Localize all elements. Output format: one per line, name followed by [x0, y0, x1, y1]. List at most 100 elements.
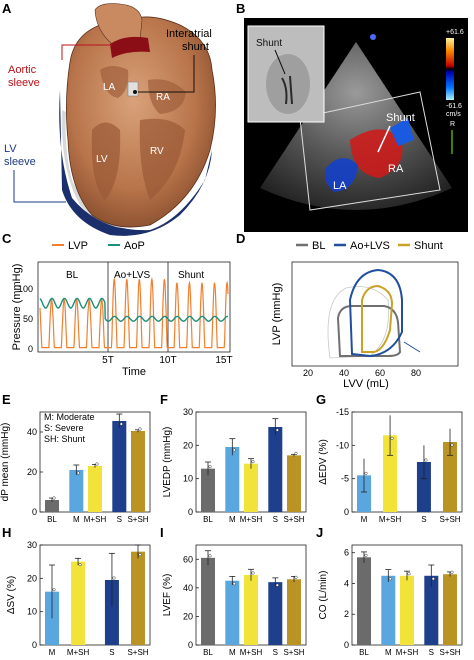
scale-marker-label: R	[450, 121, 455, 128]
label-shunt-line1: Interatrial	[166, 28, 212, 40]
ytick-e-2: 40	[27, 427, 37, 437]
aop-trace	[39, 297, 229, 322]
e-legend-shunt: SH: Shunt	[44, 434, 86, 444]
pv-loop-bl	[336, 305, 402, 357]
xtick-g-2: S	[421, 515, 426, 524]
panel-letter-i: I	[160, 525, 164, 540]
datapoint-j-3	[431, 577, 435, 581]
datapoint-f-0	[208, 465, 212, 469]
axes-h	[39, 544, 151, 646]
datapoint-i-3	[275, 583, 279, 587]
datapoint-e-3	[119, 422, 123, 426]
panel-h: H 0 10 20 30 ΔSV (%) M M+SH S S+SH	[2, 525, 151, 657]
xlabel-c: Time	[122, 366, 146, 378]
probe-marker	[370, 34, 376, 40]
label-lv-sleeve-line1: LV	[4, 143, 17, 155]
xtick-j-2: M+SH	[396, 648, 419, 657]
doppler-box	[299, 91, 441, 211]
datapoint-h-0	[52, 588, 56, 592]
fluoro-device	[281, 75, 293, 105]
bar-chart-e: 0 20 40 dP mean (mmHg) BL M M+SH S S+SH	[0, 411, 151, 524]
pv-arrow	[403, 341, 421, 353]
xlabel-d: LVV (mL)	[343, 378, 389, 390]
xtick-h-3: S+SH	[127, 648, 148, 657]
xtick-i-1: M	[229, 648, 236, 657]
ytick-e-0: 0	[32, 507, 37, 517]
chamber-label-la: LA	[103, 82, 116, 93]
fluoro-shade	[266, 54, 310, 114]
ytick-j-1: 2	[344, 609, 349, 619]
shunt-leader-dot	[133, 90, 137, 94]
panel-letter-d: D	[236, 231, 245, 246]
ytick-c-100: 100	[18, 284, 33, 294]
xtick-g-0: M	[361, 515, 368, 524]
datapoint-j-2	[407, 572, 411, 576]
bar-e-3	[112, 421, 127, 512]
panel-letter-e: E	[2, 392, 11, 407]
datapoint-g-2	[424, 458, 428, 462]
xtick-e-3: S	[117, 515, 122, 524]
ylabel-f: LVEDP (mmHg)	[162, 427, 173, 498]
ytick-g-2: -10	[336, 440, 349, 450]
rv-cavity	[139, 118, 185, 200]
bar-g-1	[383, 435, 398, 512]
bar-f-3	[268, 427, 283, 512]
aortic-sleeve-leader	[61, 44, 112, 60]
xtick-f-4: S+SH	[283, 515, 304, 524]
bar-j-1	[381, 575, 396, 645]
ytick-i-1: 20	[183, 611, 193, 621]
xtick-j-0: BL	[359, 648, 369, 657]
ra-cavity	[148, 79, 186, 114]
ytick-f-3: 30	[183, 407, 193, 417]
bar-f-2	[244, 463, 258, 512]
panel-letter-j: J	[316, 525, 323, 540]
ytick-h-2: 20	[27, 573, 37, 583]
datapoint-f-1	[232, 448, 236, 452]
ultrasound-sector	[260, 42, 452, 210]
ytick-h-1: 10	[27, 607, 37, 617]
inset-arrow	[274, 49, 286, 75]
bar-chart-j: 0 2 4 6 CO (L/min) BL M M+SH S S+SH	[318, 544, 463, 657]
scale-bottom-label: -61.6	[446, 103, 462, 110]
datapoint-g-3	[450, 443, 454, 447]
doppler-red-flow	[350, 129, 403, 178]
label-lv-sleeve-line2: sleeve	[4, 156, 36, 168]
bar-chart-h: 0 10 20 30 ΔSV (%) M M+SH S S+SH	[6, 540, 151, 657]
xtick-h-1: M+SH	[67, 648, 90, 657]
datapoint-j-4	[450, 570, 454, 574]
panel-letter-c: C	[2, 231, 12, 246]
e-legend-moderate: M: Moderate	[44, 412, 95, 422]
ylabel-d: LVP (mmHg)	[271, 283, 283, 346]
chamber-label-lv: LV	[96, 154, 108, 165]
bar-i-3	[268, 582, 283, 645]
xtick-d-80: 80	[411, 368, 421, 378]
label-aortic-line1: Aortic	[8, 64, 37, 76]
xtick-j-1: M	[385, 648, 392, 657]
legend-d-aolvs: Ao+LVS	[350, 240, 390, 252]
segment-label-aolvs: Ao+LVS	[114, 270, 151, 281]
echo-label-shunt: Shunt	[386, 112, 415, 124]
chamber-label-rv: RV	[150, 146, 164, 157]
inset-label-shunt: Shunt	[256, 38, 282, 49]
bar-f-1	[225, 447, 240, 512]
xtick-d-40: 40	[339, 368, 349, 378]
ytick-f-1: 10	[183, 474, 193, 484]
panel-c: C LVP AoP BL Ao+LVS Shunt 0 50 100 5T 10…	[2, 231, 233, 378]
lv-cavity	[91, 122, 121, 200]
pv-loop-aolvs	[348, 268, 403, 358]
ytick-j-3: 6	[344, 548, 349, 558]
legend-c-lvp: LVP	[68, 240, 88, 252]
bar-i-1	[225, 580, 240, 645]
pv-loop-faint	[327, 286, 389, 359]
bar-chart-f: 0 10 20 30 LVEDP (mmHg) BL M M+SH S S+SH	[162, 407, 307, 524]
xtick-c-15t: 15T	[215, 355, 232, 366]
xtick-e-2: M+SH	[84, 515, 107, 524]
label-aortic-line2: sleeve	[8, 77, 40, 89]
ytick-g-0: 0	[344, 507, 349, 517]
bar-e-4	[131, 431, 145, 512]
datapoint-h-2	[112, 576, 116, 580]
chamber-label-ra: RA	[156, 92, 170, 103]
label-shunt-line2: shunt	[182, 41, 209, 53]
datapoint-e-0	[52, 496, 56, 500]
